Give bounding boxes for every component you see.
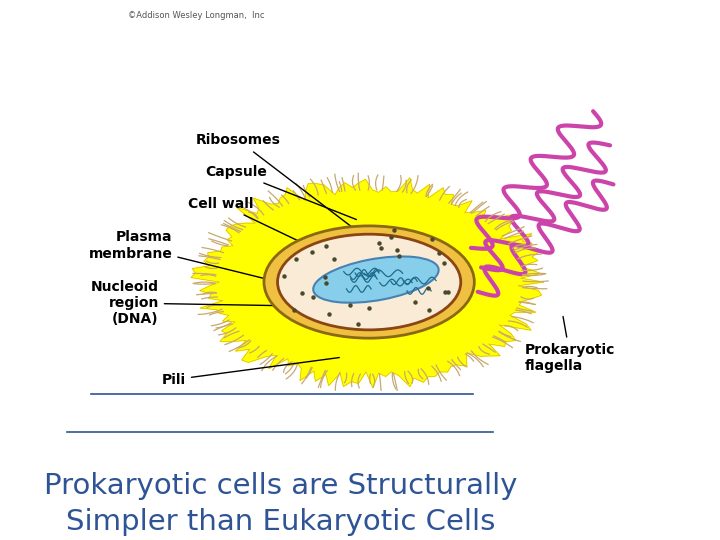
Text: ©Addison Wesley Longman,  Inc: ©Addison Wesley Longman, Inc bbox=[128, 11, 265, 21]
Ellipse shape bbox=[264, 226, 474, 338]
Text: Pili: Pili bbox=[162, 357, 339, 387]
Text: Ribosomes: Ribosomes bbox=[196, 133, 387, 254]
Text: Plasma
membrane: Plasma membrane bbox=[89, 231, 286, 284]
Text: Prokaryotic cells are Structurally
Simpler than Eukaryotic Cells: Prokaryotic cells are Structurally Simpl… bbox=[44, 472, 518, 536]
Text: Cell wall: Cell wall bbox=[189, 197, 305, 245]
Polygon shape bbox=[191, 178, 544, 388]
Text: Prokaryotic
flagella: Prokaryotic flagella bbox=[525, 316, 616, 373]
Ellipse shape bbox=[277, 234, 461, 330]
Text: Nucleoid
region
(DNA): Nucleoid region (DNA) bbox=[91, 280, 295, 326]
Ellipse shape bbox=[313, 256, 438, 303]
Text: Capsule: Capsule bbox=[205, 165, 356, 220]
